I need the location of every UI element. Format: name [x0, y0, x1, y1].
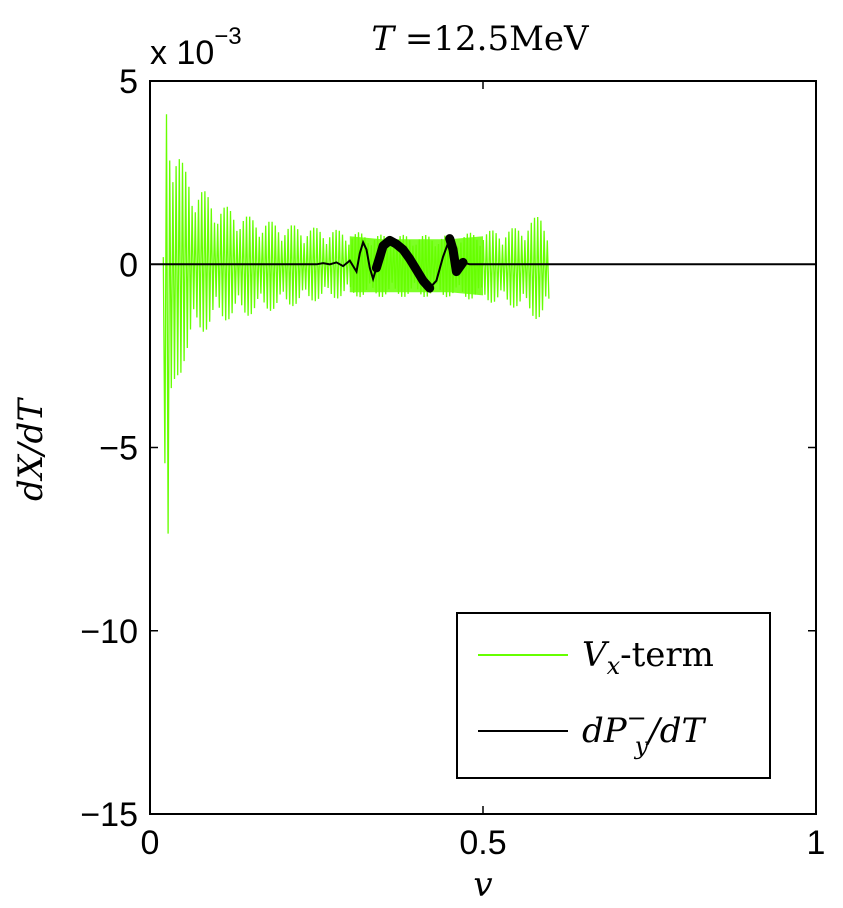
plot-area	[150, 114, 816, 534]
legend-label-dpy-dt: dP− y/dT	[582, 704, 707, 760]
x-axis-label: v	[473, 865, 492, 905]
axes: 0 0.5 1 5 0 −5 −10 −15	[80, 63, 825, 862]
x-tick-label-1: 0.5	[459, 824, 506, 862]
series-dpy-dt-band-0	[371, 235, 435, 293]
x-tick-label-0: 0	[141, 824, 160, 862]
exponent-prefix: x 10	[150, 34, 214, 72]
legend: Vx-term dP− y/dT	[456, 612, 771, 779]
series-dpy-dt-band-1	[445, 234, 468, 277]
y-tick-label-1: 0	[119, 246, 138, 284]
y-tick-label-2: −5	[99, 430, 138, 468]
title-variable: T	[371, 19, 396, 59]
series-vx-term-line	[162, 114, 550, 534]
legend-label-vx-term: Vx-term	[582, 635, 714, 680]
y-tick-label-0: 5	[119, 63, 138, 101]
y-axis-label: dX/dT	[11, 397, 51, 501]
labels: T =12.5MeV x 10−3 v dX/dT	[11, 19, 590, 905]
y-exponent: x 10−3	[150, 23, 242, 72]
y-tick-label-4: −15	[80, 796, 138, 834]
exponent-power: −3	[214, 23, 241, 50]
y-tick-label-3: −10	[80, 613, 138, 651]
chart-title: T =12.5MeV	[371, 19, 590, 59]
legend-box	[456, 612, 771, 779]
title-value: =12.5MeV	[394, 19, 590, 59]
x-tick-label-2: 1	[807, 824, 826, 862]
